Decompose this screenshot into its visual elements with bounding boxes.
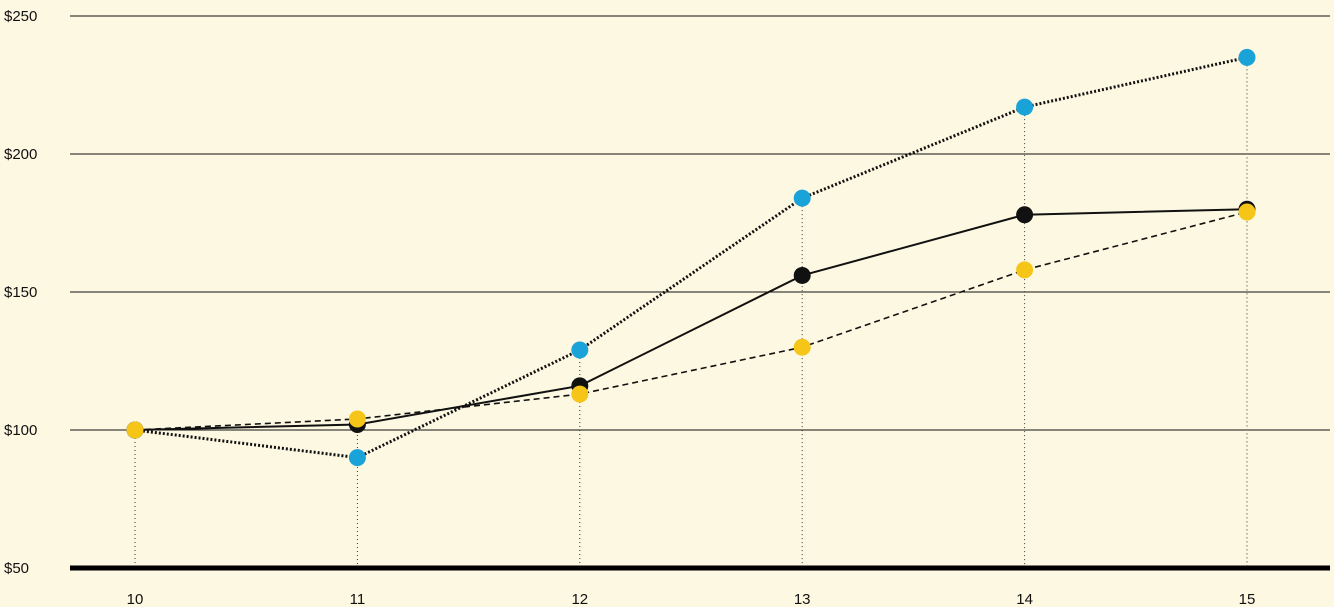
data-point-yellow-dashed	[793, 338, 811, 356]
data-point-yellow-dashed	[571, 385, 589, 403]
data-point-yellow-dashed	[1016, 261, 1034, 279]
x-tick-label: 10	[127, 591, 144, 607]
series-lines	[134, 55, 1248, 460]
x-tick-label: 11	[350, 591, 366, 607]
data-point-blue-dotted	[348, 449, 366, 467]
x-tick-label: 15	[1239, 591, 1256, 607]
y-tick-label: $100	[4, 422, 37, 439]
series-line-blue-dotted	[134, 55, 1248, 460]
data-point-black-solid	[1016, 206, 1034, 224]
series-line-yellow-dashed	[134, 211, 1248, 431]
data-point-blue-dotted	[1238, 48, 1256, 66]
series-line-black-solid	[134, 208, 1248, 431]
data-point-yellow-dashed	[126, 421, 144, 439]
y-tick-label: $200	[4, 146, 37, 163]
tick-labels: $50 $100 $150 $200 $250 10 11 12 13 14 15	[4, 8, 1255, 607]
y-tick-label: $150	[4, 284, 37, 301]
data-point-blue-dotted	[571, 341, 589, 359]
data-point-black-solid	[793, 266, 811, 284]
x-tick-label: 14	[1016, 591, 1033, 607]
data-point-blue-dotted	[1016, 98, 1034, 116]
y-tick-label: $50	[4, 560, 29, 577]
y-tick-label: $250	[4, 8, 37, 25]
x-tick-label: 12	[571, 591, 588, 607]
data-point-yellow-dashed	[348, 410, 366, 428]
data-points	[126, 48, 1256, 467]
x-tick-label: 13	[794, 591, 811, 607]
drop-lines	[134, 57, 1248, 568]
gridlines	[70, 15, 1330, 431]
data-point-yellow-dashed	[1238, 203, 1256, 221]
data-point-blue-dotted	[793, 189, 811, 207]
